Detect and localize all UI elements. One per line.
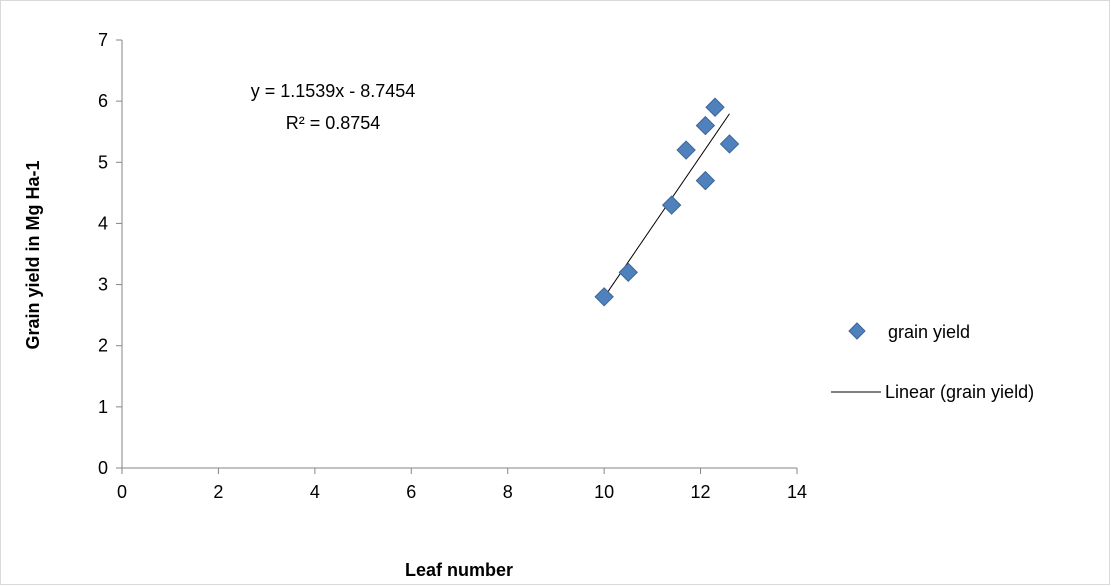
y-tick-label: 0 (98, 458, 108, 478)
data-point (594, 287, 614, 307)
trendline-equation: y = 1.1539x - 8.7454 (251, 81, 416, 101)
y-tick-label: 1 (98, 397, 108, 417)
y-tick-label: 4 (98, 213, 108, 233)
x-tick-label: 10 (594, 482, 614, 502)
r-squared-label: R² = 0.8754 (286, 113, 381, 133)
x-tick-label: 4 (310, 482, 320, 502)
data-point (661, 195, 682, 215)
y-tick-label: 5 (98, 152, 108, 172)
x-tick-label: 2 (213, 482, 223, 502)
data-point (695, 115, 716, 136)
data-point (618, 262, 638, 283)
data-points (594, 97, 740, 307)
data-point (719, 134, 740, 154)
legend-marker-diamond-icon (848, 322, 866, 340)
y-axis-title: Grain yield in Mg Ha-1 (23, 160, 43, 349)
x-tick-label: 0 (117, 482, 127, 502)
legend-label-grain-yield: grain yield (888, 322, 970, 342)
y-tick-label: 2 (98, 336, 108, 356)
legend: grain yield Linear (grain yield) (831, 322, 1034, 402)
y-tick-label: 3 (98, 275, 108, 295)
x-tick-label: 6 (406, 482, 416, 502)
y-tick-label: 6 (98, 91, 108, 111)
legend-label-linear-trendline: Linear (grain yield) (885, 382, 1034, 402)
x-axis-title: Leaf number (405, 560, 513, 580)
y-tick-label: 7 (98, 30, 108, 50)
x-tick-label: 14 (787, 482, 807, 502)
x-tick-label: 12 (691, 482, 711, 502)
data-point (676, 140, 696, 160)
data-point (705, 97, 725, 117)
data-point (695, 170, 716, 191)
x-tick-label: 8 (503, 482, 513, 502)
